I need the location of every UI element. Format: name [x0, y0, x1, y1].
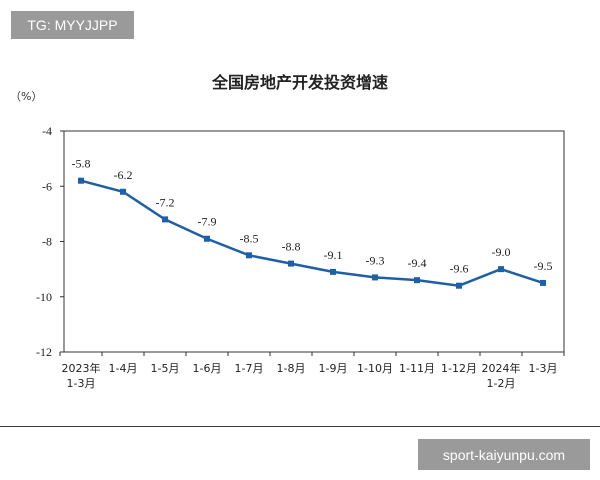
x-tick-label: 1-9月 — [319, 362, 348, 375]
data-point — [414, 277, 420, 284]
data-label: -8.5 — [240, 231, 259, 245]
data-point — [288, 260, 294, 267]
data-point — [162, 216, 168, 223]
x-tick-label: 1-10月 — [357, 362, 393, 375]
y-axis-unit: （%） — [10, 90, 42, 103]
x-tick-label: 2023年 — [62, 361, 101, 375]
data-point — [456, 282, 462, 289]
watermark-top: TG: MYYJJPP — [11, 11, 134, 39]
x-tick-label: 1-2月 — [487, 377, 516, 390]
data-point — [120, 188, 126, 195]
divider-line — [0, 426, 600, 427]
x-tick-label: 2024年 — [482, 361, 521, 375]
data-label: -9.1 — [324, 248, 343, 262]
data-label: -9.0 — [492, 245, 511, 259]
x-tick-label: 1-4月 — [109, 362, 138, 375]
data-label: -8.8 — [282, 240, 301, 254]
data-label: -9.4 — [408, 256, 427, 270]
chart-title: 全国房地产开发投资增速 — [211, 73, 388, 92]
data-label: -7.9 — [198, 215, 217, 229]
data-label: -9.6 — [450, 262, 469, 276]
data-point — [246, 252, 252, 259]
watermark-bottom: sport-kaiyunpu.com — [418, 439, 590, 470]
x-tick-label: 1-5月 — [151, 362, 180, 375]
data-point — [330, 268, 336, 275]
data-point — [372, 274, 378, 281]
data-point — [204, 235, 210, 242]
data-point — [540, 279, 546, 286]
data-label: -9.3 — [366, 253, 385, 267]
x-tick-label: 1-11月 — [399, 362, 435, 375]
y-tick-label: -4 — [42, 124, 52, 138]
data-label: -9.5 — [534, 259, 553, 273]
data-label: -5.8 — [72, 157, 91, 171]
data-point — [78, 177, 84, 184]
x-tick-label: 1-3月 — [529, 362, 558, 375]
data-label: -7.2 — [156, 195, 175, 209]
data-point — [498, 266, 504, 273]
data-label: -6.2 — [114, 168, 133, 182]
y-tick-label: -12 — [36, 345, 52, 359]
y-tick-label: -8 — [42, 235, 52, 249]
plot-area-frame — [63, 130, 565, 353]
y-tick-label: -10 — [36, 290, 52, 304]
x-tick-label: 1-8月 — [277, 362, 306, 375]
x-tick-label: 1-12月 — [441, 362, 477, 375]
y-tick-label: -6 — [42, 179, 52, 193]
series-line — [80, 179, 544, 287]
x-tick-label: 1-3月 — [67, 377, 96, 390]
x-tick-label: 1-7月 — [235, 362, 264, 375]
x-tick-label: 1-6月 — [193, 362, 222, 375]
